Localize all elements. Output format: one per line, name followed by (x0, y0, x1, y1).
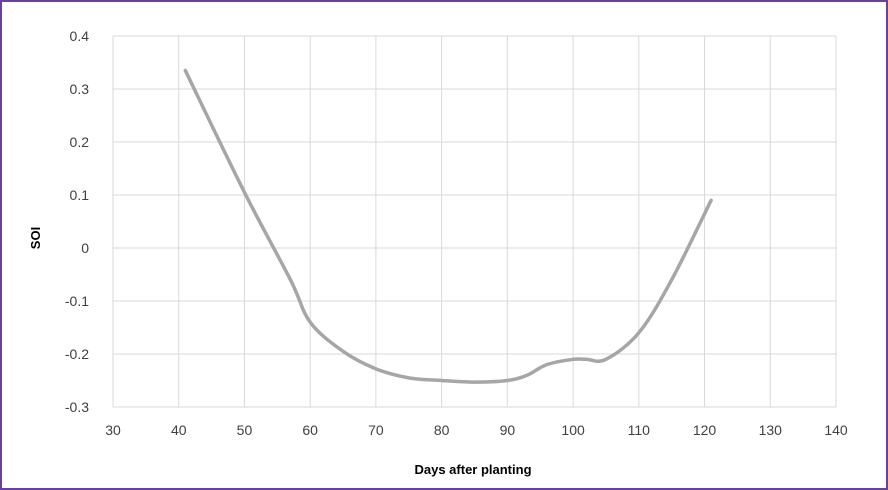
x-axis-title: Days after planting (414, 462, 531, 477)
y-tick-label: 0.4 (70, 28, 90, 44)
y-axis-title: SOI (28, 227, 43, 249)
x-tick-label: 70 (368, 422, 384, 438)
x-tick-label: 110 (628, 422, 651, 438)
series-lines (183, 68, 713, 384)
y-tick-label: 0.3 (70, 81, 90, 97)
series-line (183, 68, 713, 384)
gridlines (112, 35, 837, 408)
y-tick-label: 0.1 (70, 187, 90, 203)
x-tick-label: 30 (105, 422, 121, 438)
y-tick-label: 0 (81, 240, 89, 256)
x-tick-label: 90 (500, 422, 516, 438)
x-tick-label: 130 (759, 422, 783, 438)
y-tick-label: -0.1 (65, 293, 89, 309)
x-tick-label: 80 (434, 422, 450, 438)
y-tick-label: 0.2 (70, 134, 90, 150)
y-tick-label: -0.2 (65, 346, 89, 362)
x-tick-label: 140 (824, 422, 848, 438)
x-tick-label: 120 (693, 422, 717, 438)
x-tick-label: 40 (171, 422, 187, 438)
x-axis-ticks: 30 40 50 60 70 80 90 100 110 120 130 140 (105, 422, 848, 438)
x-tick-label: 100 (561, 422, 585, 438)
x-tick-label: 60 (302, 422, 318, 438)
y-axis-ticks: 0.4 0.3 0.2 0.1 0 -0.1 -0.2 -0.3 (65, 28, 89, 415)
x-tick-label: 50 (237, 422, 253, 438)
y-tick-label: -0.3 (65, 399, 89, 415)
